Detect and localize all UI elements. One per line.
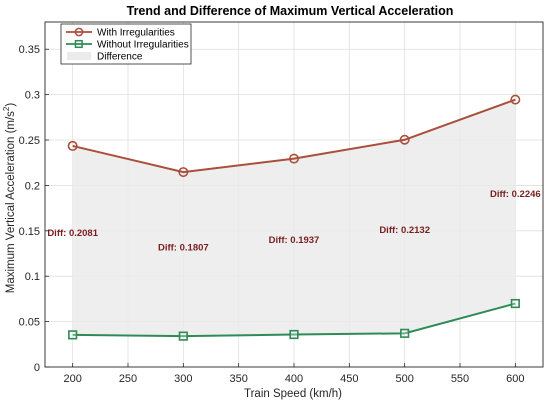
- diff-annotation: Diff: 0.2081: [47, 228, 98, 239]
- x-tick-label: 600: [506, 373, 524, 385]
- x-tick-label: 550: [451, 373, 469, 385]
- y-tick-label: 0.35: [19, 44, 40, 56]
- y-tick-label: 0.3: [25, 90, 40, 102]
- series-line-2: [72, 302, 516, 338]
- x-tick-label: 300: [174, 373, 192, 385]
- data-point: [289, 329, 299, 340]
- legend-marker: [74, 39, 83, 49]
- legend-label: Difference: [97, 52, 143, 63]
- data-point: [68, 330, 78, 340]
- chart-title: Trend and Difference of Maximum Vertical…: [127, 4, 454, 18]
- data-point: [399, 134, 410, 145]
- data-point: [67, 140, 78, 151]
- legend-marker: [74, 27, 84, 37]
- data-point: [510, 298, 520, 309]
- diff-annotation: Diff: 0.1937: [269, 235, 320, 246]
- series-line-1: [72, 98, 516, 174]
- diff-annotation: Diff: 0.1807: [158, 243, 209, 254]
- data-point: [510, 94, 521, 105]
- x-tick-label: 350: [229, 373, 247, 385]
- y-tick-label: 0: [34, 362, 40, 374]
- y-tick-label: 0.1: [25, 271, 40, 283]
- y-tick-label: 0.2: [25, 180, 40, 192]
- x-tick-label: 400: [285, 373, 303, 385]
- data-point: [400, 328, 410, 338]
- y-axis-label: Maximum Vertical Acceleration (m/s2): [2, 103, 17, 294]
- y-tick-label: 0.05: [19, 317, 40, 329]
- legend-label: Without Irregularities: [97, 40, 189, 51]
- data-point: [288, 153, 299, 164]
- x-tick-label: 250: [119, 373, 137, 385]
- data-point: [178, 167, 189, 178]
- diff-annotation: Diff: 0.2246: [490, 189, 541, 200]
- difference-fill: [72, 99, 516, 337]
- legend-label: With Irregularities: [97, 28, 175, 39]
- diff-annotation: Diff: 0.2132: [379, 225, 430, 236]
- data-point: [178, 331, 188, 341]
- y-tick-label: 0.25: [19, 135, 40, 147]
- legend-swatch: [67, 52, 91, 60]
- y-tick-label: 0.15: [19, 226, 40, 238]
- x-tick-label: 450: [340, 373, 358, 385]
- x-axis-label: Train Speed (km/h): [244, 388, 342, 400]
- x-tick-label: 200: [63, 373, 81, 385]
- x-tick-label: 500: [395, 373, 413, 385]
